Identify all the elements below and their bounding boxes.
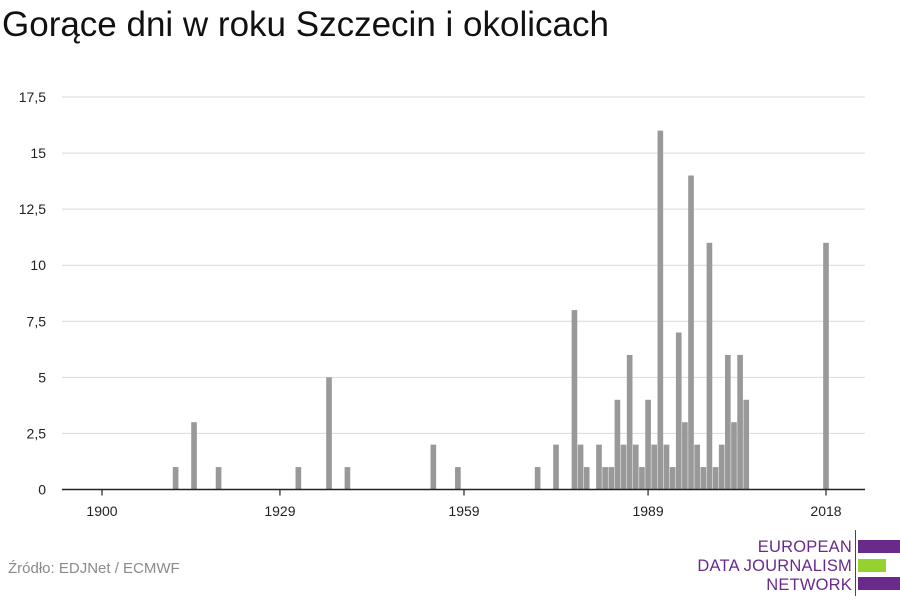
chart-title: Gorące dni w roku Szczecin i okolicach [2, 5, 609, 44]
logo-divider [855, 530, 856, 596]
bar-2002 [725, 354, 731, 490]
logo-line-2: DATA JOURNALISM [697, 557, 852, 575]
bar-1985 [620, 444, 627, 490]
bar-1991 [657, 130, 664, 490]
logo-mark-middle [858, 559, 886, 572]
bar-1912 [172, 467, 179, 490]
bar-1937 [326, 377, 332, 490]
bar-1954 [430, 444, 437, 490]
bar-2004 [737, 354, 743, 490]
bar-1986 [626, 354, 633, 490]
bar-1987 [632, 444, 639, 490]
source-note: Źródło: EDJNet / ECMWF [8, 560, 180, 577]
y-tick-label: 0 [38, 482, 46, 498]
y-tick-label: 15 [30, 145, 46, 161]
bar-1997 [694, 444, 700, 490]
bar-1979 [583, 467, 590, 490]
logo-mark-bottom [858, 577, 900, 590]
x-tick-label: 1929 [264, 503, 295, 519]
y-tick-label: 5 [38, 369, 46, 385]
bar-2001 [718, 444, 725, 490]
logo-mark-top [858, 540, 900, 553]
bar-1990 [651, 444, 658, 490]
gridlines [62, 96, 865, 434]
bar-1996 [688, 175, 694, 490]
edjnet-logo: EUROPEAN DATA JOURNALISM NETWORK [697, 530, 900, 596]
bar-1989 [645, 399, 651, 490]
bar-2000 [712, 467, 719, 490]
bar-1988 [639, 467, 645, 490]
bar-2005 [743, 399, 750, 490]
bar-1974 [553, 444, 559, 490]
bar-1981 [596, 444, 602, 490]
bar-1971 [534, 467, 541, 490]
bar-1915 [191, 422, 197, 490]
y-axis-ticks: 0 2,5 5 7,5 10 12,5 15 17,5 [19, 89, 46, 498]
x-tick-label: 1959 [448, 503, 479, 519]
x-tick-label: 2018 [810, 503, 841, 519]
bar-1992 [663, 444, 670, 490]
y-tick-label: 7,5 [27, 313, 47, 329]
bar-2018 [823, 242, 829, 490]
bars [172, 130, 829, 490]
y-tick-label: 10 [30, 257, 46, 273]
logo-line-1: EUROPEAN [757, 538, 852, 556]
bar-1994 [675, 332, 682, 490]
logo-text: EUROPEAN DATA JOURNALISM NETWORK [697, 538, 852, 595]
x-axis-ticks: 1900 1929 1959 1989 2018 [86, 489, 842, 519]
bar-1984 [614, 399, 621, 490]
x-tick-label: 1989 [632, 503, 663, 519]
y-tick-label: 2,5 [27, 425, 47, 441]
x-tick-label: 1900 [86, 503, 117, 519]
bar-1995 [682, 422, 688, 490]
bar-1982 [602, 467, 608, 490]
y-tick-label: 12,5 [19, 201, 46, 217]
bar-1993 [669, 467, 676, 490]
bar-1999 [706, 242, 713, 490]
bar-1932 [295, 467, 302, 490]
bar-1940 [344, 467, 351, 490]
bar-2003 [731, 422, 737, 490]
bar-1977 [571, 310, 578, 490]
bar-1978 [577, 444, 584, 490]
bar-1958 [455, 467, 461, 490]
logo-line-3: NETWORK [766, 576, 852, 594]
bar-1919 [215, 467, 222, 490]
y-tick-label: 17,5 [19, 89, 46, 105]
bar-1983 [608, 467, 615, 490]
bar-1998 [700, 467, 707, 490]
